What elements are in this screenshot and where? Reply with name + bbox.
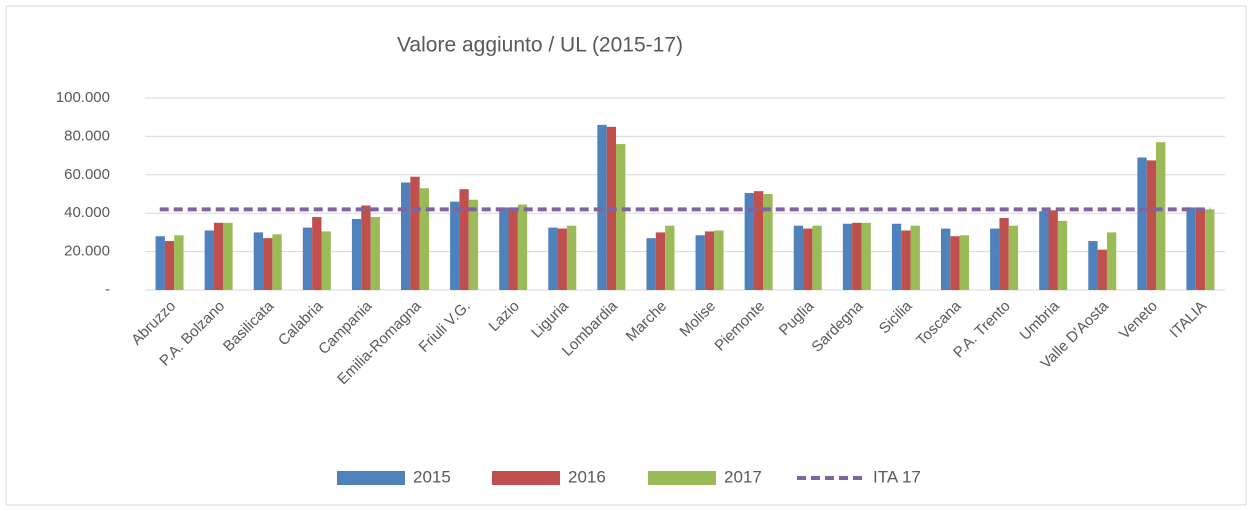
bar <box>812 225 822 290</box>
bar <box>419 188 429 290</box>
y-tick-label: 60.000 <box>64 166 110 183</box>
bar <box>763 194 773 290</box>
bar <box>695 235 705 290</box>
bar <box>744 193 754 290</box>
legend-label: ITA 17 <box>873 467 921 486</box>
bar <box>999 218 1009 290</box>
bar <box>174 235 184 290</box>
bar <box>499 207 509 290</box>
y-tick-label: 40.000 <box>64 204 110 221</box>
bar <box>1146 160 1157 290</box>
bar <box>1205 209 1215 290</box>
bar <box>302 227 313 290</box>
bar <box>941 228 951 290</box>
y-tick-label: - <box>105 281 110 298</box>
bar <box>803 228 813 290</box>
bar <box>1008 225 1019 290</box>
bar <box>213 222 224 290</box>
bar <box>950 236 960 290</box>
bar <box>401 182 411 290</box>
bar <box>253 232 264 290</box>
bar <box>1186 207 1196 290</box>
bar <box>1088 241 1098 290</box>
bar <box>468 199 479 290</box>
bar <box>990 228 1000 290</box>
bar <box>361 205 371 290</box>
legend-label: 2017 <box>724 467 762 486</box>
y-tick-label: 20.000 <box>64 243 110 260</box>
bar <box>655 232 666 290</box>
bar <box>548 227 558 290</box>
bar <box>223 222 233 290</box>
bar <box>263 238 273 290</box>
bar <box>901 230 911 290</box>
bar <box>517 204 528 290</box>
bar <box>566 225 577 290</box>
y-tick-label: 100.000 <box>56 89 110 106</box>
bar <box>842 223 853 290</box>
bar <box>704 231 715 290</box>
legend-swatch <box>648 471 716 485</box>
bar <box>910 225 920 290</box>
chart-title: Valore aggiunto / UL (2015-17) <box>397 34 683 57</box>
bar <box>557 228 567 290</box>
legend-swatch <box>337 471 405 485</box>
bar <box>204 230 214 290</box>
legend-label: 2016 <box>568 467 606 486</box>
bar <box>1137 157 1147 290</box>
bar <box>861 222 871 290</box>
bar <box>793 225 804 290</box>
bar <box>616 144 626 290</box>
bar <box>1097 249 1107 290</box>
bar <box>155 236 165 290</box>
bar <box>646 238 656 290</box>
bar <box>753 191 764 290</box>
bar <box>321 231 331 290</box>
bar <box>891 223 902 290</box>
bar <box>370 217 380 290</box>
bar <box>351 218 362 290</box>
bar <box>1156 142 1166 290</box>
bar <box>450 201 460 290</box>
bar <box>714 230 724 290</box>
bar <box>1048 210 1058 290</box>
bar <box>410 176 420 290</box>
bar <box>665 225 675 290</box>
bar <box>164 241 175 290</box>
bar <box>459 189 469 290</box>
y-tick-label: 80.000 <box>64 127 110 144</box>
bar <box>272 234 282 290</box>
bar <box>1106 232 1117 290</box>
bar <box>959 235 969 290</box>
bar <box>508 207 518 290</box>
bar <box>312 217 322 290</box>
bar <box>1195 208 1206 290</box>
legend-label: 2015 <box>413 467 451 486</box>
bar <box>1039 211 1049 290</box>
legend-swatch <box>492 471 560 485</box>
bar <box>1057 220 1068 290</box>
bar <box>852 222 862 290</box>
